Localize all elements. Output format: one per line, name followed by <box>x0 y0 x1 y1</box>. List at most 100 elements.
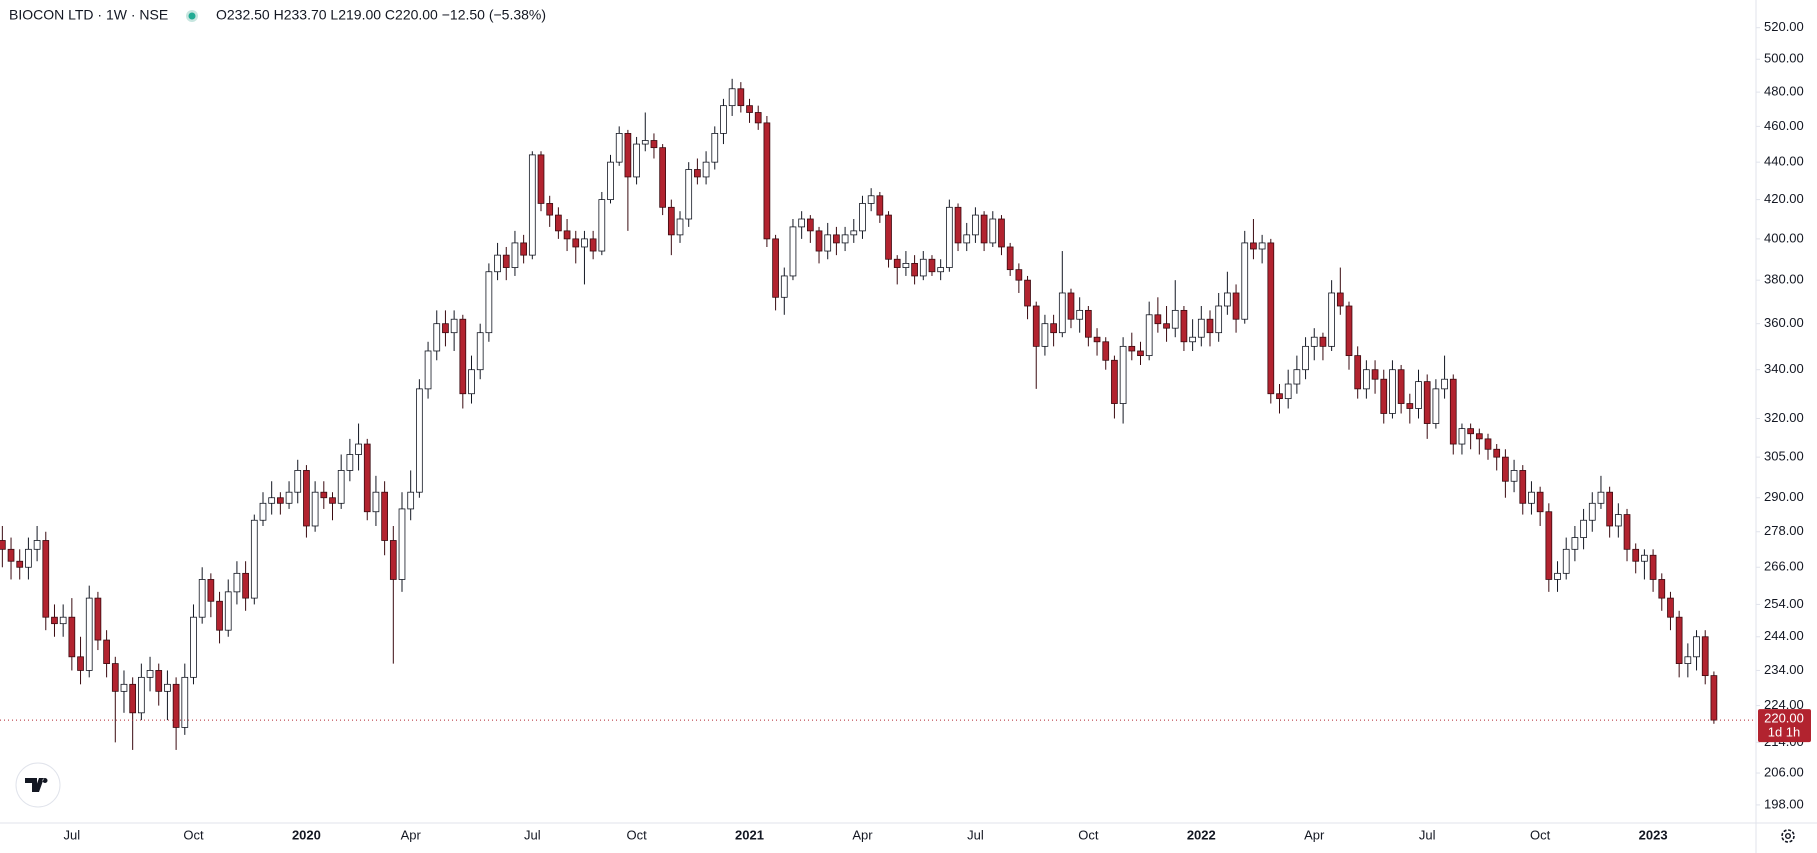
candle-body-down <box>363 443 371 513</box>
candle-body-down <box>763 122 771 240</box>
candle-body-down <box>303 470 310 527</box>
candle-body-up <box>372 491 380 513</box>
candle-body-down <box>893 258 901 268</box>
candle-body-up <box>798 218 806 228</box>
candle-body-up <box>485 271 493 334</box>
candle-body-up <box>1145 314 1153 357</box>
candle-body-down <box>389 540 397 580</box>
candle-body-up <box>468 369 475 395</box>
candle-body-down <box>51 616 58 625</box>
y-tick-label: 234.00 <box>1764 662 1804 677</box>
candle-body-down <box>650 140 658 149</box>
candle-body-down <box>1710 675 1718 721</box>
candle-body-up <box>398 508 406 580</box>
candle-body-up <box>1415 381 1422 409</box>
candle-body-down <box>1180 309 1188 343</box>
candle-body-up <box>1510 470 1518 482</box>
candle-body-up <box>1215 305 1223 334</box>
candle-body-down <box>329 497 336 504</box>
candle-body-down <box>320 491 328 499</box>
candle-body-down <box>746 105 753 113</box>
candle-body-down <box>1502 456 1509 482</box>
y-tick-label: 266.00 <box>1764 559 1804 574</box>
logo-glyph[interactable] <box>25 778 48 792</box>
candle-body-down <box>1658 579 1666 599</box>
candle-body-down <box>172 683 180 728</box>
candle-body-down <box>998 218 1005 248</box>
tv-logo[interactable] <box>15 762 61 808</box>
candle-body-down <box>207 579 215 602</box>
candle-body-down <box>7 548 15 562</box>
candle-body-up <box>902 262 910 268</box>
y-tick-label: 198.00 <box>1764 796 1804 811</box>
candle-body-up <box>59 616 67 625</box>
candle-body-up <box>945 206 953 268</box>
candle-body-up <box>972 214 979 236</box>
candle-body-up <box>259 502 267 521</box>
candle-body-down <box>1397 369 1405 404</box>
y-tick-label: 340.00 <box>1764 361 1804 376</box>
candle-body-up <box>233 572 241 593</box>
candle-body-down <box>1093 336 1101 343</box>
x-tick-label: 2020 <box>292 827 321 842</box>
candle-body-down <box>103 639 110 664</box>
y-tick-label: 380.00 <box>1764 272 1804 287</box>
candle-body-up <box>1528 491 1535 504</box>
candle-body-up <box>1258 242 1266 250</box>
x-tick-label: Apr <box>852 827 873 842</box>
gear-inner[interactable] <box>1785 833 1791 839</box>
candle-body-down <box>1006 246 1014 271</box>
ohlc-legend: O232.50 H233.70 L219.00 C220.00 −12.50 (… <box>216 7 546 23</box>
candle-body-down <box>1493 448 1501 458</box>
candle-body-down <box>1319 336 1327 347</box>
candle-body-up <box>633 143 640 178</box>
candle-body-down <box>1336 292 1344 307</box>
candle-body-down <box>129 683 137 714</box>
settings-gear[interactable] <box>1781 829 1795 843</box>
y-tick-label: 224.00 <box>1764 697 1804 712</box>
candle-body-down <box>659 147 666 208</box>
y-tick-label: 400.00 <box>1764 230 1804 245</box>
candle-body-down <box>1163 323 1170 329</box>
y-tick-label: 520.00 <box>1764 19 1804 34</box>
gear-outer[interactable] <box>1781 829 1795 843</box>
candle-body-up <box>720 105 727 134</box>
candle-body-up <box>346 454 354 471</box>
x-tick-label: Oct <box>183 827 204 842</box>
candle-body-down <box>624 133 632 178</box>
candle-body-down <box>1137 350 1144 357</box>
candle-body-down <box>928 258 936 273</box>
candle-body-up <box>1328 292 1335 347</box>
candle-body-up <box>25 548 32 568</box>
candle-body-up <box>416 388 423 493</box>
candle-body-down <box>876 195 884 216</box>
candle-body-up <box>850 230 858 236</box>
candle-body-down <box>502 254 510 268</box>
candle-body-up <box>867 195 875 204</box>
candle-body-up <box>1197 318 1205 338</box>
x-tick-label: Jul <box>64 827 81 842</box>
candle-body-up <box>337 470 345 504</box>
y-tick-label: 360.00 <box>1764 315 1804 330</box>
symbol-title[interactable]: BIOCON LTD · 1W · NSE <box>9 7 168 23</box>
candle-body-up <box>685 169 693 220</box>
candle-body-up <box>1432 388 1440 424</box>
candle-body-down <box>1354 355 1362 390</box>
candle-body-up <box>268 497 276 504</box>
candle-body-up <box>1588 502 1596 521</box>
candle-body-down <box>1232 292 1240 320</box>
x-tick-label: Jul <box>524 827 541 842</box>
candle-body-up <box>989 218 997 244</box>
candle-body-up <box>311 491 319 527</box>
candle-body-up <box>494 254 501 273</box>
candle-body-up <box>1580 519 1587 538</box>
candle-body-down <box>0 540 6 550</box>
candle-body-up <box>85 597 93 671</box>
candle-body-down <box>1206 318 1214 334</box>
candle-body-down <box>885 214 892 260</box>
candle-body-down <box>1250 242 1257 250</box>
candle-body-up <box>1302 345 1309 371</box>
candle-body-down <box>563 230 571 240</box>
candle-body-down <box>1032 305 1040 347</box>
candle-body-down <box>555 214 562 232</box>
